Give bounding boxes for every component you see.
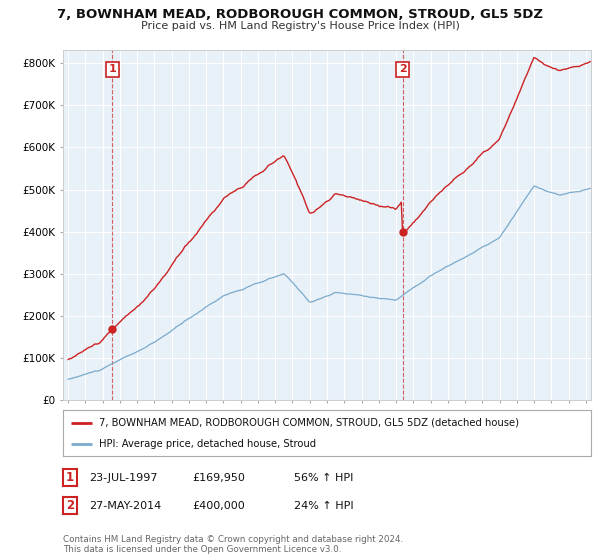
Text: 27-MAY-2014: 27-MAY-2014 (89, 501, 161, 511)
Text: £400,000: £400,000 (192, 501, 245, 511)
Text: 1: 1 (109, 64, 116, 74)
Text: Contains HM Land Registry data © Crown copyright and database right 2024.
This d: Contains HM Land Registry data © Crown c… (63, 535, 403, 554)
Text: 1: 1 (66, 471, 74, 484)
Text: £169,950: £169,950 (192, 473, 245, 483)
Text: 2: 2 (399, 64, 406, 74)
Text: 2: 2 (66, 499, 74, 512)
Text: 24% ↑ HPI: 24% ↑ HPI (294, 501, 353, 511)
Text: 7, BOWNHAM MEAD, RODBOROUGH COMMON, STROUD, GL5 5DZ: 7, BOWNHAM MEAD, RODBOROUGH COMMON, STRO… (57, 8, 543, 21)
Text: Price paid vs. HM Land Registry's House Price Index (HPI): Price paid vs. HM Land Registry's House … (140, 21, 460, 31)
Text: 56% ↑ HPI: 56% ↑ HPI (294, 473, 353, 483)
Text: 7, BOWNHAM MEAD, RODBOROUGH COMMON, STROUD, GL5 5DZ (detached house): 7, BOWNHAM MEAD, RODBOROUGH COMMON, STRO… (99, 418, 519, 428)
Text: 23-JUL-1997: 23-JUL-1997 (89, 473, 157, 483)
Text: HPI: Average price, detached house, Stroud: HPI: Average price, detached house, Stro… (99, 439, 316, 449)
